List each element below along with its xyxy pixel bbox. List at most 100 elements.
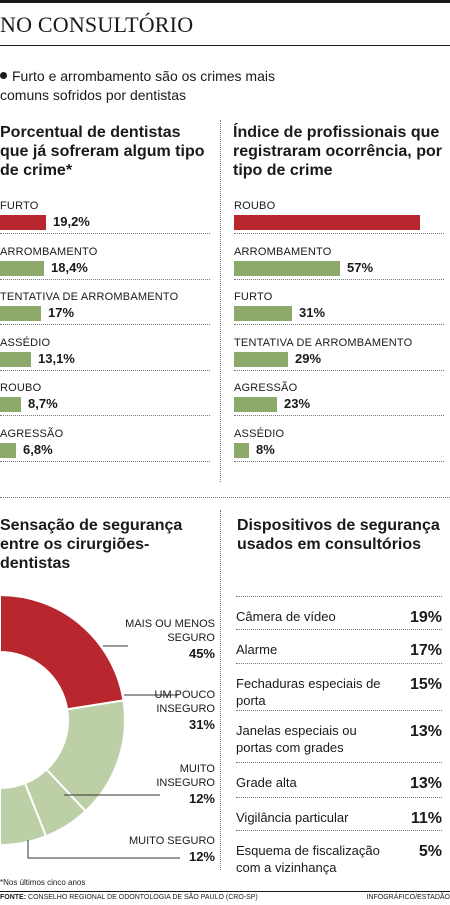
donut-label-muito-inseguro: MUITO INSEGURO 12% [150,762,215,807]
bar-value-label: 57% [347,259,374,275]
bar [0,397,21,412]
bar [234,215,420,230]
donut-label-muito-seguro: MUITO SEGURO 12% [115,834,215,865]
bar [234,306,292,321]
leader-line [27,840,180,859]
top-rule [0,0,450,3]
bar [234,442,249,458]
donut-label-pct: 12% [188,791,215,806]
device-name: Vigilância particular [236,810,349,825]
bar [0,306,41,321]
device-name: Câmera de vídeo [236,609,336,624]
bar-separator [234,460,444,462]
bar [0,442,16,458]
device-name: Janelas especiais ou portas com grades [236,723,357,755]
device-pct: 19% [409,609,442,626]
donut-leader-lines [27,645,180,859]
bar-value-label: 18,4% [51,259,88,275]
donut-label-pct: 31% [188,717,215,732]
section-divider [0,497,450,498]
device-row: Vigilância particular 11% [236,797,442,830]
intro-label: Furto e arrombamento são os crimes mais … [0,68,275,103]
device-row: Esquema de fiscalização com a vizinhança… [236,830,442,875]
bar-row: ROUBO [234,200,449,245]
chart3-title: Sensação de segurança entre os cirurgiõe… [0,517,183,572]
bar-value-label: 8% [256,441,275,457]
device-pct: 5% [418,843,442,860]
donut-slice [0,593,125,711]
bar-row: ASSÉDIO 8% [234,428,449,473]
bar-value-label: 23% [284,396,311,411]
donut-label-text: UM POUCO INSEGURO [154,689,216,715]
bar-separator [0,460,210,462]
bar-separator [0,369,210,371]
bar-category-label: ASSÉDIO [234,427,285,440]
device-row: Grade alta 13% [236,762,442,797]
device-pct: 13% [409,723,442,740]
chart4-title: Dispositivos de segurança usados em cons… [237,517,440,553]
bar-separator [0,415,210,416]
bullet-icon [0,72,7,79]
bar-category-label: ROUBO [0,382,42,394]
bar-category-label: ARROMBAMENTO [234,245,332,258]
device-row: Janelas especiais ou portas com grades 13… [236,710,442,762]
device-name: Esquema de fiscalização com a vizinhança [236,843,380,875]
bottom-rule [0,891,450,892]
chart2-title: Índice de profissionais que registraram … [233,124,442,179]
source-label: FONTE: [0,894,27,901]
chart1-title: Porcentual de dentistas que já sofreram … [0,124,205,179]
bar-row: ARROMBAMENTO 18,4% [0,246,215,291]
credit: INFOGRÁFICO/ESTADÃO [366,894,450,901]
source-text: CONSELHO REGIONAL DE ODONTOLOGIA DE SÃO … [28,894,258,901]
device-name: Alarme [236,642,278,657]
bar [0,215,46,230]
intro-text: Furto e arrombamento são os crimes mais … [0,67,320,105]
donut-label-um-pouco: UM POUCO INSEGURO 31% [130,688,216,733]
bar-row: ARROMBAMENTO 57% [234,246,449,291]
bar [0,351,31,367]
device-pct: 11% [410,810,442,827]
bar-separator [234,324,444,325]
bar-category-label: ROUBO [234,200,276,212]
device-name: Grade alta [236,775,297,790]
bar-value-label: 6,8% [23,441,53,457]
bar [234,351,288,367]
bar-value-label: 17% [48,305,75,320]
bar-category-label: TENTATIVA DE ARROMBAMENTO [0,291,179,303]
bar-separator [234,233,444,234]
bar-category-label: ASSÉDIO [0,336,51,349]
donut-label-text: MAIS OU MENOS SEGURO [125,618,215,644]
bar-category-label: AGRESSÃO [0,427,64,440]
security-donut-chart [0,593,126,847]
bar-row: AGRESSÃO 6,8% [0,428,215,473]
device-name: Fechaduras especiais de porta [236,676,381,708]
page-title: NO CONSULTÓRIO [0,12,194,37]
bar-row: ASSÉDIO 13,1% [0,337,215,382]
donut-label-pct: 12% [188,849,215,864]
bar-row: ROUBO 8,7% [0,382,215,427]
donut-label-mais-ou-menos: MAIS OU MENOS SEGURO 45% [95,617,215,662]
bar-separator [234,278,444,280]
bar-row: FURTO 19,2% [0,200,215,245]
bar-row: AGRESSÃO 23% [234,382,449,427]
bar-row: TENTATIVA DE ARROMBAMENTO 17% [0,291,215,336]
column-divider-top [220,120,221,482]
device-row: Câmera de vídeo 19% [236,596,442,629]
bar-category-label: ARROMBAMENTO [0,245,98,258]
bar-category-label: FURTO [234,291,273,303]
bar-row: TENTATIVA DE ARROMBAMENTO 29% [234,337,449,382]
bar-separator [234,369,444,371]
bar-separator [234,415,444,416]
bar [234,397,277,412]
bar-separator [0,233,210,234]
donut-slice [0,781,48,847]
bar [0,260,44,276]
donut-label-text: MUITO INSEGURO [156,763,215,789]
bar-category-label: FURTO [0,200,39,212]
title-rule [0,45,450,46]
bar-value-label: 29% [295,350,322,366]
device-pct: 13% [409,775,442,792]
device-pct: 17% [409,642,442,659]
bar-separator [0,324,210,325]
bar-value-label: 19,2% [53,214,90,229]
